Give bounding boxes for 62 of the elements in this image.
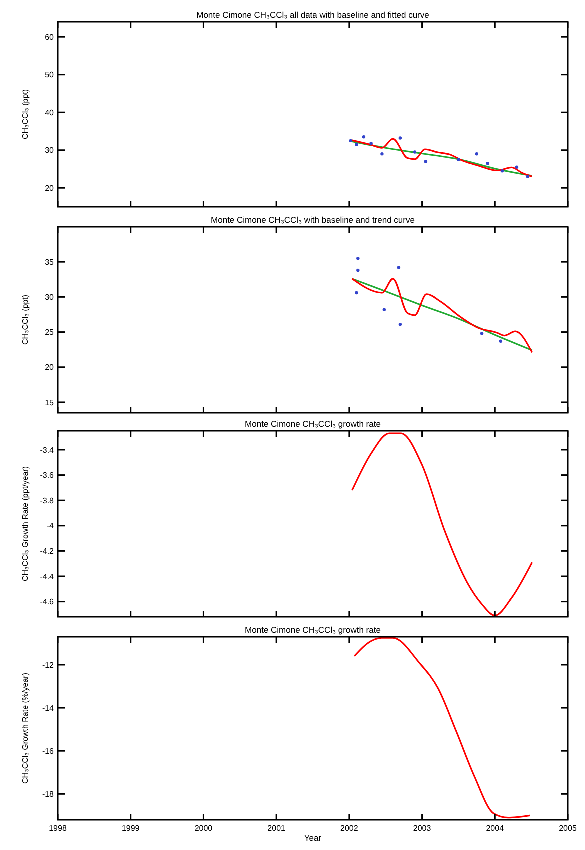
y-tick-label: -4.2 (40, 547, 55, 556)
chart-title: Monte Cimone CH₃CCl₃ with baseline and trend curve (211, 215, 416, 225)
y-tick-label: -4.4 (40, 572, 55, 582)
y-axis-title: CH₃CCl₃ (ppt) (21, 294, 30, 346)
chart-title: Monte Cimone CH₃CCl₃ growth rate (245, 625, 382, 635)
point (499, 340, 503, 344)
y-tick-label: 20 (45, 363, 55, 372)
y-axis-title: CH₃CCl₃ Growth Rate (%/year) (21, 672, 30, 784)
x-tick-label: 1998 (49, 824, 68, 833)
x-tick-label: 2001 (268, 824, 286, 833)
point (500, 170, 504, 173)
point (486, 162, 490, 166)
point (424, 160, 428, 164)
x-tick-label: 2005 (559, 824, 578, 833)
y-tick-label: -4 (46, 522, 55, 531)
point (480, 332, 484, 336)
line-series (354, 637, 531, 819)
y-tick-label: 60 (45, 32, 55, 42)
y-tick-label: 30 (45, 292, 55, 302)
y-tick-label: 20 (45, 184, 55, 193)
point (475, 152, 479, 156)
x-axis-title: Year (304, 833, 322, 843)
chart-title: Monte Cimone CH₃CCl₃ all data with baseline and fitted curve (196, 10, 430, 20)
x-tick-label: 2002 (340, 824, 359, 833)
x-tick-label: 2003 (413, 824, 432, 833)
point (398, 322, 402, 326)
x-tick-label: 2004 (486, 824, 505, 833)
point (355, 143, 358, 146)
point (457, 158, 460, 162)
y-tick-label: -16 (42, 746, 55, 756)
y-tick-label: 35 (45, 258, 55, 267)
y-tick-label: -3.4 (40, 446, 55, 455)
y-axis-title: CH₃CCl₃ (ppt) (21, 89, 30, 140)
x-tick-label: 1999 (122, 824, 140, 833)
point (362, 136, 366, 139)
y-tick-label: -3.6 (40, 471, 55, 480)
line-series (352, 432, 534, 617)
y-tick-label: 25 (45, 328, 55, 338)
point (356, 256, 360, 260)
point (413, 150, 417, 154)
point (382, 308, 386, 312)
point (380, 152, 384, 156)
y-tick-label: -12 (42, 660, 55, 670)
y-tick-label: -18 (42, 790, 55, 799)
point (398, 136, 402, 140)
y-tick-label: -14 (42, 704, 55, 713)
chart-title: Monte Cimone CH₃CCl₃ growth rate (245, 419, 382, 429)
y-tick-label: 40 (45, 108, 55, 118)
point (515, 166, 519, 169)
point (526, 175, 530, 178)
y-tick-label: -4.6 (40, 598, 55, 607)
point (355, 291, 358, 295)
point (349, 139, 352, 143)
y-tick-label: 30 (45, 146, 55, 156)
y-tick-label: 50 (45, 70, 55, 80)
point (397, 266, 401, 270)
y-tick-label: 15 (45, 398, 55, 408)
y-axis-title: CH₃CCl₃ Growth Rate (ppt/year) (21, 466, 30, 582)
x-tick-label: 2000 (194, 824, 214, 833)
y-tick-label: -3.8 (40, 496, 55, 506)
point (370, 142, 373, 146)
point (356, 268, 360, 272)
